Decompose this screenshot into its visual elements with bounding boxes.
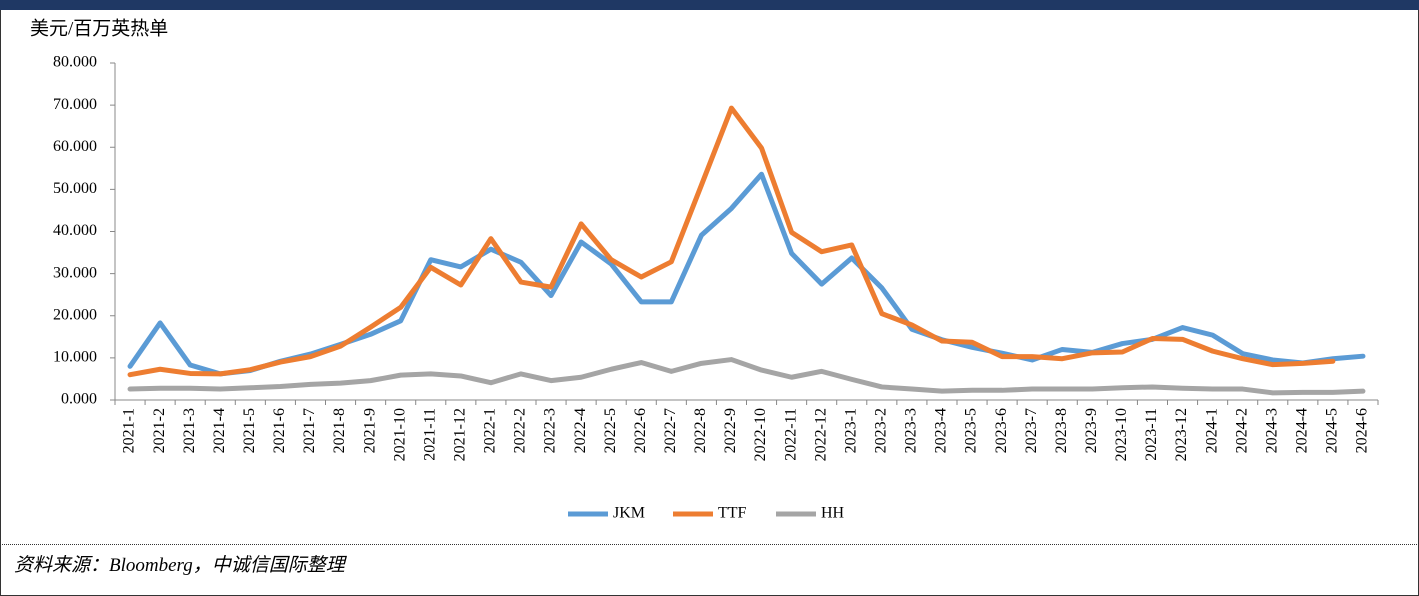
x-tick-label: 2021-8 bbox=[331, 408, 348, 453]
x-tick-label: 2023-4 bbox=[933, 408, 950, 453]
x-tick-label: 2021-7 bbox=[301, 408, 318, 453]
y-tick-label: 80.000 bbox=[53, 54, 97, 71]
legend-label: HH bbox=[821, 505, 845, 522]
x-tick-label: 2021-1 bbox=[121, 408, 138, 453]
y-tick-label: 30.000 bbox=[53, 264, 97, 281]
top-bar bbox=[0, 0, 1419, 10]
series-line bbox=[127, 171, 1366, 377]
x-tick-label: 2023-10 bbox=[1113, 408, 1130, 461]
legend-label: TTF bbox=[718, 505, 747, 522]
x-tick-label: 2022-8 bbox=[692, 408, 709, 453]
y-tick-label: 60.000 bbox=[53, 138, 97, 155]
series-line bbox=[127, 357, 1366, 396]
y-tick-label: 10.000 bbox=[53, 349, 97, 366]
x-tick-label: 2022-5 bbox=[602, 408, 619, 453]
x-tick-label: 2021-6 bbox=[271, 408, 288, 453]
x-tick-label: 2023-12 bbox=[1173, 408, 1190, 461]
x-tick-label: 2022-7 bbox=[662, 408, 679, 453]
x-tick-label: 2021-10 bbox=[391, 408, 408, 461]
x-tick-label: 2022-2 bbox=[512, 408, 529, 453]
x-tick-label: 2024-4 bbox=[1293, 408, 1310, 453]
x-tick-label: 2021-11 bbox=[421, 408, 438, 461]
x-tick-label: 2023-9 bbox=[1083, 408, 1100, 453]
x-tick-label: 2024-6 bbox=[1354, 408, 1371, 453]
source-note: 资料来源：Bloomberg，中诚信国际整理 bbox=[14, 555, 345, 576]
x-tick-label: 2023-2 bbox=[872, 408, 889, 453]
x-tick-label: 2022-6 bbox=[632, 408, 649, 453]
x-tick-label: 2022-3 bbox=[542, 408, 559, 453]
x-tick-label: 2023-6 bbox=[993, 408, 1010, 453]
x-tick-label: 2023-8 bbox=[1053, 408, 1070, 453]
x-tick-label: 2021-2 bbox=[151, 408, 168, 453]
legend-label: JKM bbox=[613, 505, 645, 522]
x-tick-label: 2022-9 bbox=[722, 408, 739, 453]
x-tick-label: 2022-1 bbox=[482, 408, 499, 453]
x-tick-label: 2022-10 bbox=[752, 408, 769, 461]
x-tick-label: 2024-1 bbox=[1203, 408, 1220, 453]
x-tick-label: 2023-7 bbox=[1023, 408, 1040, 453]
x-tick-label: 2024-2 bbox=[1233, 408, 1250, 453]
x-tick-label: 2021-5 bbox=[241, 408, 258, 453]
x-tick-label: 2023-11 bbox=[1143, 408, 1160, 461]
y-tick-label: 50.000 bbox=[53, 180, 97, 197]
x-tick-label: 2022-4 bbox=[572, 408, 589, 453]
x-tick-label: 2024-5 bbox=[1324, 408, 1341, 453]
chart: 美元/百万英热单 0.000 10.000 20.000 30.000 40.000 50… bbox=[30, 17, 1379, 522]
x-tick-label: 2023-5 bbox=[963, 408, 980, 453]
y-tick-label: 0.000 bbox=[61, 391, 97, 408]
x-tick-label: 2021-9 bbox=[361, 408, 378, 453]
x-tick-label: 2021-3 bbox=[181, 408, 198, 453]
x-tick-label: 2022-11 bbox=[782, 408, 799, 461]
y-tick-label: 20.000 bbox=[53, 306, 97, 323]
x-tick-label: 2022-12 bbox=[812, 408, 829, 461]
y-axis-label: 美元/百万英热单 bbox=[30, 17, 168, 39]
y-tick-label: 70.000 bbox=[53, 96, 97, 113]
y-tick-label: 40.000 bbox=[53, 222, 97, 239]
x-tick-label: 2021-12 bbox=[451, 408, 468, 461]
x-tick-label: 2023-1 bbox=[842, 408, 859, 453]
separator bbox=[0, 544, 1419, 545]
series-line bbox=[127, 105, 1336, 378]
x-tick-label: 2023-3 bbox=[903, 408, 920, 453]
x-tick-label: 2024-3 bbox=[1263, 408, 1280, 453]
x-tick-label: 2021-4 bbox=[211, 408, 228, 453]
